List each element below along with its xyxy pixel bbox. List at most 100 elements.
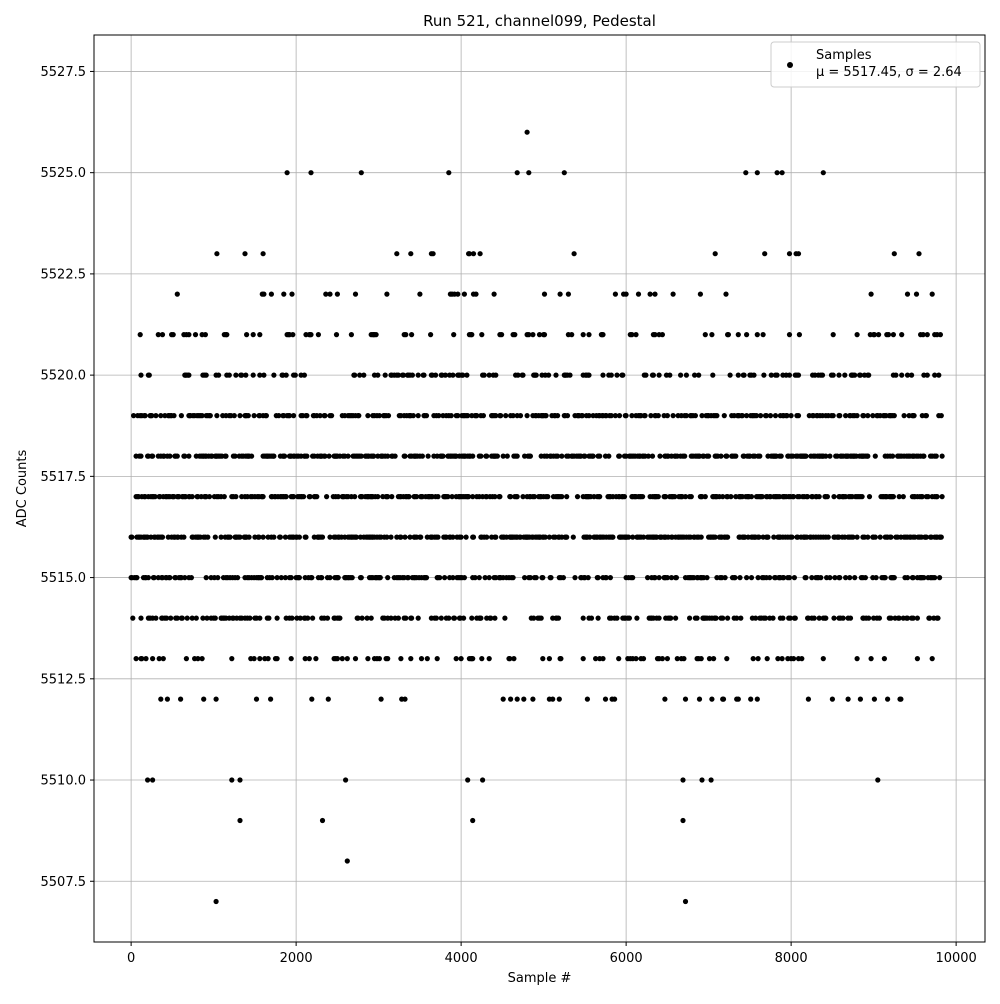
data-point	[938, 534, 944, 540]
data-point	[649, 453, 656, 459]
data-point	[741, 372, 747, 378]
data-point	[207, 413, 213, 419]
data-point	[376, 413, 382, 419]
data-point	[137, 332, 143, 338]
data-point	[214, 251, 220, 257]
data-point	[732, 575, 738, 581]
data-point	[936, 372, 942, 378]
data-point	[585, 575, 591, 581]
data-point	[226, 372, 232, 378]
data-point	[890, 332, 897, 338]
data-point	[151, 575, 157, 581]
data-point	[461, 291, 467, 297]
data-point	[290, 332, 296, 338]
data-point	[667, 372, 673, 378]
data-point	[901, 413, 907, 419]
data-point	[829, 696, 836, 702]
data-point	[174, 453, 180, 459]
data-point	[415, 413, 421, 419]
data-point	[704, 575, 710, 581]
data-point	[168, 615, 174, 621]
data-point	[327, 291, 333, 297]
data-point	[203, 372, 209, 378]
data-point	[423, 575, 430, 581]
data-point	[524, 129, 530, 135]
data-point	[520, 372, 526, 378]
x-tick-label: 6000	[610, 951, 643, 966]
data-point	[324, 615, 331, 621]
data-point	[131, 413, 137, 419]
data-point	[158, 696, 164, 702]
data-point	[145, 575, 151, 581]
data-point	[375, 372, 381, 378]
data-point	[584, 696, 591, 702]
data-point	[626, 615, 633, 621]
data-point	[286, 413, 293, 419]
data-point	[733, 453, 739, 459]
data-point	[455, 291, 461, 297]
data-point	[308, 332, 314, 338]
data-point	[608, 413, 614, 419]
data-point	[216, 372, 222, 378]
data-point	[245, 413, 251, 419]
data-point	[827, 453, 833, 459]
data-point	[843, 413, 849, 419]
data-point	[233, 372, 239, 378]
data-point	[795, 372, 802, 378]
legend-series-name: Samples	[816, 48, 872, 63]
data-point	[560, 575, 567, 581]
data-point	[514, 453, 520, 459]
data-point	[762, 251, 768, 257]
data-point	[866, 494, 873, 500]
data-point	[260, 494, 266, 500]
data-point	[256, 534, 262, 540]
data-point	[871, 696, 878, 702]
data-point	[572, 575, 578, 581]
data-point	[486, 656, 492, 662]
data-point	[899, 372, 905, 378]
data-point	[304, 453, 310, 459]
data-point	[784, 413, 790, 419]
data-point	[322, 413, 328, 419]
data-point	[939, 494, 945, 500]
data-point	[353, 534, 359, 540]
data-point	[550, 696, 556, 702]
data-point	[542, 534, 548, 540]
data-point	[499, 332, 505, 338]
data-point	[174, 291, 180, 297]
data-point	[540, 656, 546, 662]
data-point	[699, 413, 705, 419]
data-point	[492, 615, 498, 621]
data-point	[831, 494, 837, 500]
data-point	[767, 575, 773, 581]
data-point	[484, 534, 490, 540]
data-point	[640, 656, 647, 662]
data-point	[473, 291, 479, 297]
data-point	[668, 575, 675, 581]
data-point	[244, 332, 250, 338]
data-point	[385, 494, 391, 500]
data-point	[545, 494, 551, 500]
data-point	[150, 453, 156, 459]
data-point	[249, 453, 255, 459]
data-point	[779, 170, 785, 176]
data-point	[389, 494, 395, 500]
data-point	[548, 575, 554, 581]
data-point	[149, 413, 155, 419]
data-point	[899, 332, 905, 338]
data-point	[600, 372, 606, 378]
data-point	[192, 332, 199, 338]
data-point	[673, 615, 679, 621]
data-point	[358, 575, 364, 581]
data-point	[775, 656, 781, 662]
data-point	[451, 332, 457, 338]
x-tick-label: 10000	[935, 951, 976, 966]
data-point	[921, 575, 927, 581]
data-point	[555, 413, 561, 419]
data-point	[150, 656, 156, 662]
data-point	[183, 656, 189, 662]
data-point	[843, 575, 849, 581]
data-point	[735, 696, 741, 702]
data-point	[494, 453, 500, 459]
